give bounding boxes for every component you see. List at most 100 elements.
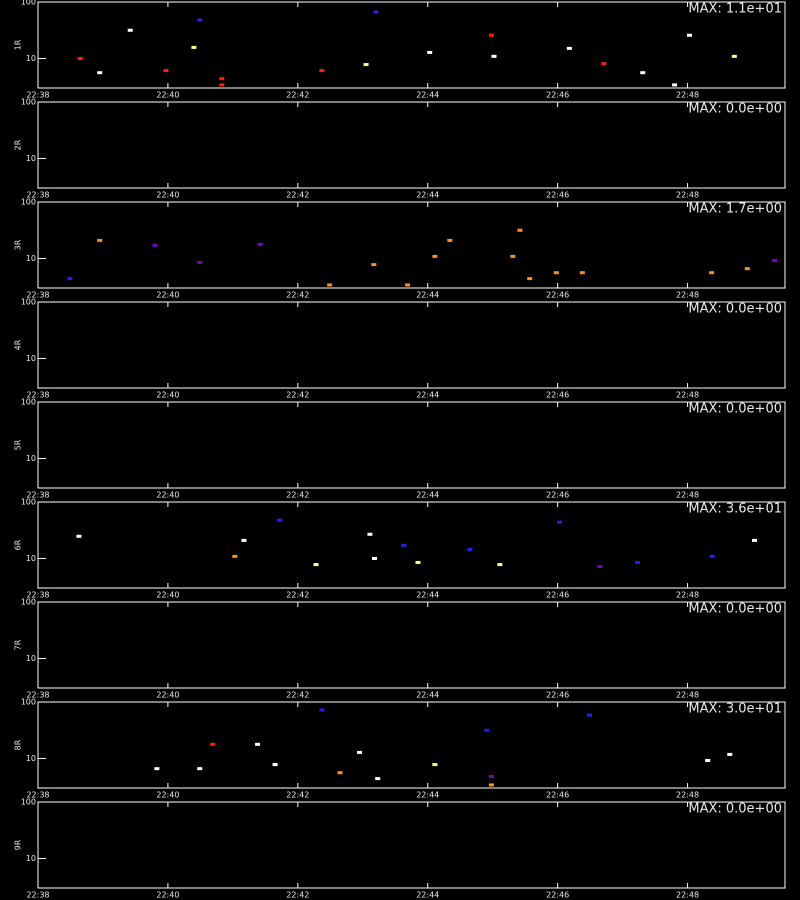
data-point	[687, 33, 693, 37]
max-annotation: MAX: 1.7e+00	[688, 202, 782, 217]
data-point	[731, 54, 737, 58]
data-point	[97, 238, 103, 242]
data-point	[367, 532, 373, 536]
data-point	[488, 774, 494, 778]
data-point	[357, 750, 363, 754]
y-axis-label: 4R	[14, 339, 23, 350]
max-annotation: MAX: 3.6e+01	[688, 502, 782, 517]
x-tick-label: 22:46	[546, 791, 569, 800]
y-tick-label: 100	[21, 698, 36, 707]
max-annotation: MAX: 0.0e+00	[688, 402, 782, 417]
data-point	[255, 742, 261, 746]
plot-frame	[37, 701, 786, 789]
data-point	[579, 271, 585, 275]
x-tick-label: 22:42	[286, 791, 309, 800]
x-tick-label: 22:46	[546, 491, 569, 500]
data-point	[313, 563, 319, 567]
data-point	[744, 267, 750, 271]
x-tick-label: 22:48	[676, 291, 699, 300]
data-point	[510, 254, 516, 258]
data-point	[597, 565, 603, 569]
x-tick-label: 22:48	[676, 791, 699, 800]
x-tick-label: 22:48	[676, 491, 699, 500]
data-point	[210, 742, 216, 746]
data-point	[191, 45, 197, 49]
data-point	[709, 271, 715, 275]
x-tick-label: 22:38	[26, 591, 49, 600]
x-tick-label: 22:38	[26, 91, 49, 100]
x-tick-label: 22:44	[416, 891, 439, 900]
x-tick-label: 22:40	[156, 591, 179, 600]
data-point	[154, 767, 160, 771]
x-tick-label: 22:46	[546, 191, 569, 200]
plot-frame	[37, 601, 786, 689]
x-tick-label: 22:42	[286, 591, 309, 600]
plot-frame	[37, 101, 786, 189]
data-point	[319, 708, 325, 712]
data-point	[447, 238, 453, 242]
y-tick-label: 100	[21, 798, 36, 807]
data-point	[371, 263, 377, 267]
y-axis-label: 3R	[14, 239, 23, 250]
data-point	[517, 228, 523, 232]
x-tick-label: 22:44	[416, 191, 439, 200]
data-point	[640, 71, 646, 75]
x-tick-label: 22:42	[286, 891, 309, 900]
data-point	[672, 83, 678, 87]
data-point	[709, 554, 715, 558]
data-point	[232, 554, 238, 558]
x-tick-label: 22:40	[156, 891, 179, 900]
x-tick-label: 22:48	[676, 591, 699, 600]
data-point	[272, 763, 278, 767]
data-point	[566, 46, 572, 50]
plot-frame	[37, 501, 786, 589]
data-point	[727, 752, 733, 756]
y-tick-label: 100	[21, 298, 36, 307]
data-point	[497, 563, 503, 567]
x-tick-label: 22:40	[156, 491, 179, 500]
data-point	[277, 518, 283, 522]
x-tick-label: 22:40	[156, 291, 179, 300]
x-tick-label: 22:44	[416, 391, 439, 400]
data-point	[601, 62, 607, 66]
data-point	[488, 33, 494, 37]
data-point	[127, 28, 133, 32]
x-tick-label: 22:44	[416, 491, 439, 500]
x-tick-label: 22:44	[416, 291, 439, 300]
data-point	[415, 560, 421, 564]
data-point	[219, 83, 225, 87]
data-point	[67, 277, 73, 281]
x-tick-label: 22:40	[156, 391, 179, 400]
x-tick-label: 22:40	[156, 191, 179, 200]
x-tick-label: 22:44	[416, 691, 439, 700]
data-point	[586, 713, 592, 717]
max-annotation: MAX: 0.0e+00	[688, 802, 782, 817]
data-point	[76, 534, 82, 538]
y-axis-label: 1R	[14, 39, 23, 50]
data-point	[197, 767, 203, 771]
x-tick-label: 22:46	[546, 291, 569, 300]
x-tick-label: 22:38	[26, 391, 49, 400]
max-annotation: MAX: 1.1e+01	[688, 2, 782, 17]
data-point	[432, 254, 438, 258]
y-tick-label: 10	[26, 254, 36, 263]
data-point	[751, 538, 757, 542]
x-tick-label: 22:48	[676, 91, 699, 100]
x-tick-label: 22:40	[156, 791, 179, 800]
y-tick-label: 10	[26, 854, 36, 863]
y-tick-label: 10	[26, 554, 36, 563]
y-tick-label: 10	[26, 54, 36, 63]
data-point	[197, 18, 203, 22]
data-point	[427, 50, 433, 54]
data-point	[241, 538, 247, 542]
y-tick-label: 100	[21, 0, 36, 7]
x-tick-label: 22:46	[546, 391, 569, 400]
x-tick-label: 22:42	[286, 291, 309, 300]
y-axis-label: 7R	[14, 639, 23, 650]
plot-frame	[37, 1, 786, 89]
y-tick-label: 100	[21, 198, 36, 207]
x-tick-label: 22:40	[156, 691, 179, 700]
data-point	[484, 728, 490, 732]
